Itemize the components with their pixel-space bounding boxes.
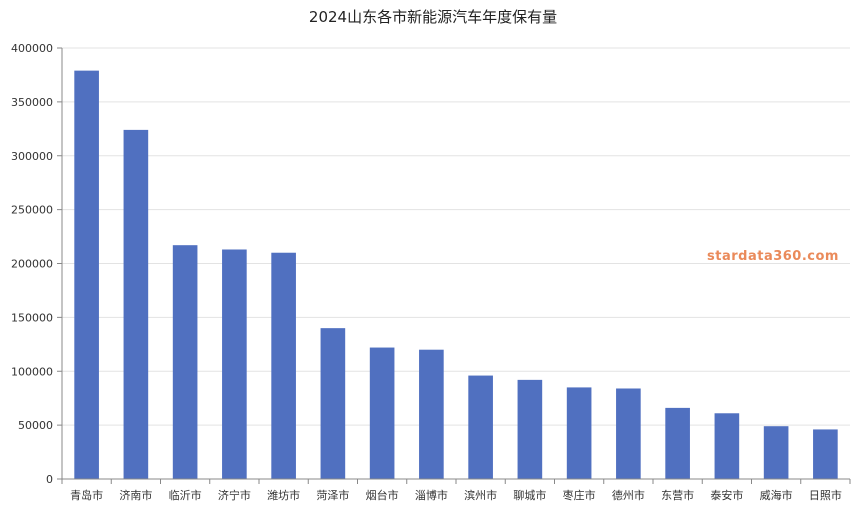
x-tick-label: 烟台市 [366,488,399,502]
chart-title: 2024山东各市新能源汽车年度保有量 [309,8,557,26]
x-tick-label: 东营市 [661,488,694,502]
y-tick-label: 300000 [11,150,53,163]
bars [74,70,838,479]
x-tick-label: 聊城市 [513,488,546,502]
x-tick-label: 青岛市 [70,488,103,502]
x-tick-label: 临沂市 [169,488,202,502]
bar [172,245,198,479]
bar [369,347,395,479]
watermark: stardata360.com [707,249,839,264]
y-tick-label: 400000 [11,42,53,55]
x-tick-label: 威海市 [760,488,793,502]
bar [616,388,641,479]
x-tick-label: 菏泽市 [316,488,349,502]
bar [566,387,592,479]
x-tick-label: 济南市 [119,488,152,502]
bar [665,407,690,479]
bar [714,413,740,479]
bar [320,328,346,479]
y-tick-label: 150000 [11,311,53,324]
x-tick-label: 德州市 [612,488,645,502]
x-tick-label: 日照市 [809,488,842,502]
y-tick-label: 0 [46,473,53,486]
x-tick-label: 济宁市 [218,488,251,502]
x-tick-label: 潍坊市 [267,488,300,502]
bar [123,129,149,479]
y-tick-label: 350000 [11,96,53,109]
y-tick-label: 50000 [18,419,53,432]
x-tick-label: 淄博市 [415,488,448,502]
x-tick-label: 枣庄市 [563,488,596,502]
y-tick-label: 250000 [11,204,53,217]
y-tick-labels: 0 50000 100000 150000 200000 250000 300000 3500… [11,42,62,486]
bar [813,429,838,479]
bar [419,349,444,479]
bar [271,252,296,479]
bar [517,379,543,479]
x-tick-labels: 青岛市 济南市 临沂市 济宁市 潍坊市 菏泽市 烟台市 淄博市 滨州市 聊城市 枣庄市 德州市 东营市 泰… [61,479,851,502]
bar [763,426,789,479]
x-tick-label: 滨州市 [464,488,497,502]
bar [74,70,99,479]
y-tick-label: 200000 [11,258,53,271]
bar [222,249,247,479]
bar [468,375,493,479]
x-tick-label: 泰安市 [710,488,743,502]
y-tick-label: 100000 [11,365,53,378]
